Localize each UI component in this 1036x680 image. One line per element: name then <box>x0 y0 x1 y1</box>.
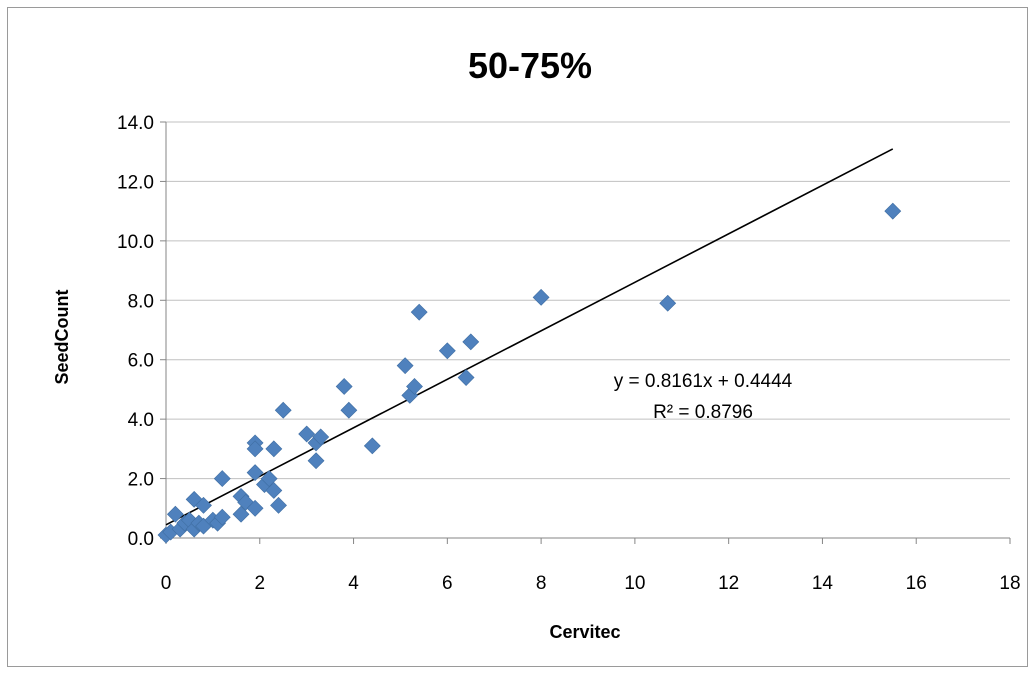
data-point <box>340 401 358 419</box>
data-point <box>396 357 414 375</box>
y-tick-label: 4.0 <box>128 410 154 431</box>
data-point <box>265 482 283 499</box>
data-point <box>213 508 231 526</box>
y-tick-label: 10.0 <box>117 232 154 253</box>
data-point <box>457 369 475 386</box>
chart-area-border <box>7 7 1028 667</box>
data-point <box>312 428 330 446</box>
x-tick-label: 8 <box>536 573 547 594</box>
data-point <box>438 342 456 360</box>
data-point <box>246 499 264 517</box>
y-tick-label: 8.0 <box>128 291 154 312</box>
x-tick-label: 12 <box>718 573 739 594</box>
trendline-equation: y = 0.8161x + 0.4444 <box>614 371 793 392</box>
data-point <box>884 202 902 220</box>
data-point <box>462 333 480 351</box>
x-tick-label: 14 <box>812 573 834 594</box>
data-point <box>307 452 325 470</box>
x-tick-label: 10 <box>624 573 645 594</box>
x-tick-label: 6 <box>442 573 453 594</box>
y-tick-label: 6.0 <box>128 351 154 372</box>
data-point <box>166 505 184 523</box>
y-tick-label: 14.0 <box>117 113 154 134</box>
axis-layer: 0.0 2.0 4.0 6.0 8.0 10.0 12.0 14.0 0 2 4 6 8 10 12 14 16… <box>117 113 1021 594</box>
y-tick-label: 2.0 <box>128 470 154 491</box>
x-tick-label: 0 <box>161 573 172 594</box>
x-axis-title: Cervitec <box>549 622 620 642</box>
x-tick-label: 2 <box>254 573 265 594</box>
data-point <box>410 303 428 321</box>
data-point <box>265 440 283 458</box>
grid-layer <box>166 121 1010 480</box>
data-point <box>298 425 316 443</box>
data-point <box>260 470 278 487</box>
x-tick-label: 16 <box>906 573 927 594</box>
data-point <box>270 496 287 514</box>
data-point <box>274 401 292 419</box>
data-point <box>213 470 231 487</box>
trendline <box>165 148 894 526</box>
data-point <box>363 437 381 455</box>
data-point <box>335 378 353 395</box>
data-point <box>659 294 677 312</box>
data-point <box>246 464 264 482</box>
data-point <box>406 378 423 395</box>
data-point-layer <box>157 202 902 544</box>
data-point <box>246 440 264 458</box>
data-point <box>232 505 250 523</box>
y-tick-label: 12.0 <box>117 172 154 193</box>
y-tick-label: 0.0 <box>128 529 154 550</box>
y-axis-title: SeedCount <box>52 289 72 384</box>
trendline-r-squared: R² = 0.8796 <box>653 402 753 423</box>
data-point <box>532 288 550 306</box>
chart-title: 50-75% <box>468 45 592 86</box>
data-point <box>195 496 212 514</box>
x-tick-label: 18 <box>999 573 1020 594</box>
x-tick-label: 4 <box>348 573 359 594</box>
trendline-layer <box>165 148 894 526</box>
